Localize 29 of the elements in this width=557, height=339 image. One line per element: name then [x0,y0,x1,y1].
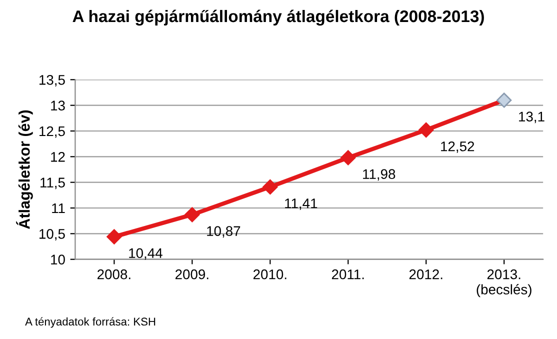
y-tick-label: 12 [51,152,65,162]
x-tick-label: 2011. [332,269,364,280]
x-tick-label: 2010. [253,269,286,280]
data-label: 12,52 [441,141,474,153]
x-tick-label: 2009. [175,269,208,280]
point [496,92,512,108]
y-tick-label: 11,5 [40,178,65,190]
data-label: 10,44 [129,248,162,260]
x-tick-label: 2012. [409,269,442,280]
data-label: 11,98 [363,169,396,181]
point [184,207,200,222]
point [262,179,278,195]
y-tick-label: 11 [52,203,65,214]
data-label: 13,1 [519,112,544,124]
data-label: 11,41 [285,198,318,210]
y-axis-title: Átlagéletkor (év) [16,110,33,229]
data-label: 10,87 [207,226,240,238]
point [340,150,356,166]
y-tick-label: 10,5 [40,229,65,240]
y-tick-label: 13 [51,100,65,110]
y-tick-label: 13,5 [40,75,65,86]
y-tick-label: 10 [51,254,65,265]
point [106,229,122,244]
x-tick-label: 2013. (becslés) [476,269,532,298]
y-tick-label: 12,5 [40,126,65,138]
point [418,122,434,138]
text: A tényadatok forrása: KSH [25,317,156,328]
chart-title: A hazai gépjárműállomány átlagéletkora (2008-2013) [72,10,484,26]
x-tick-label: 2008. [98,269,130,280]
